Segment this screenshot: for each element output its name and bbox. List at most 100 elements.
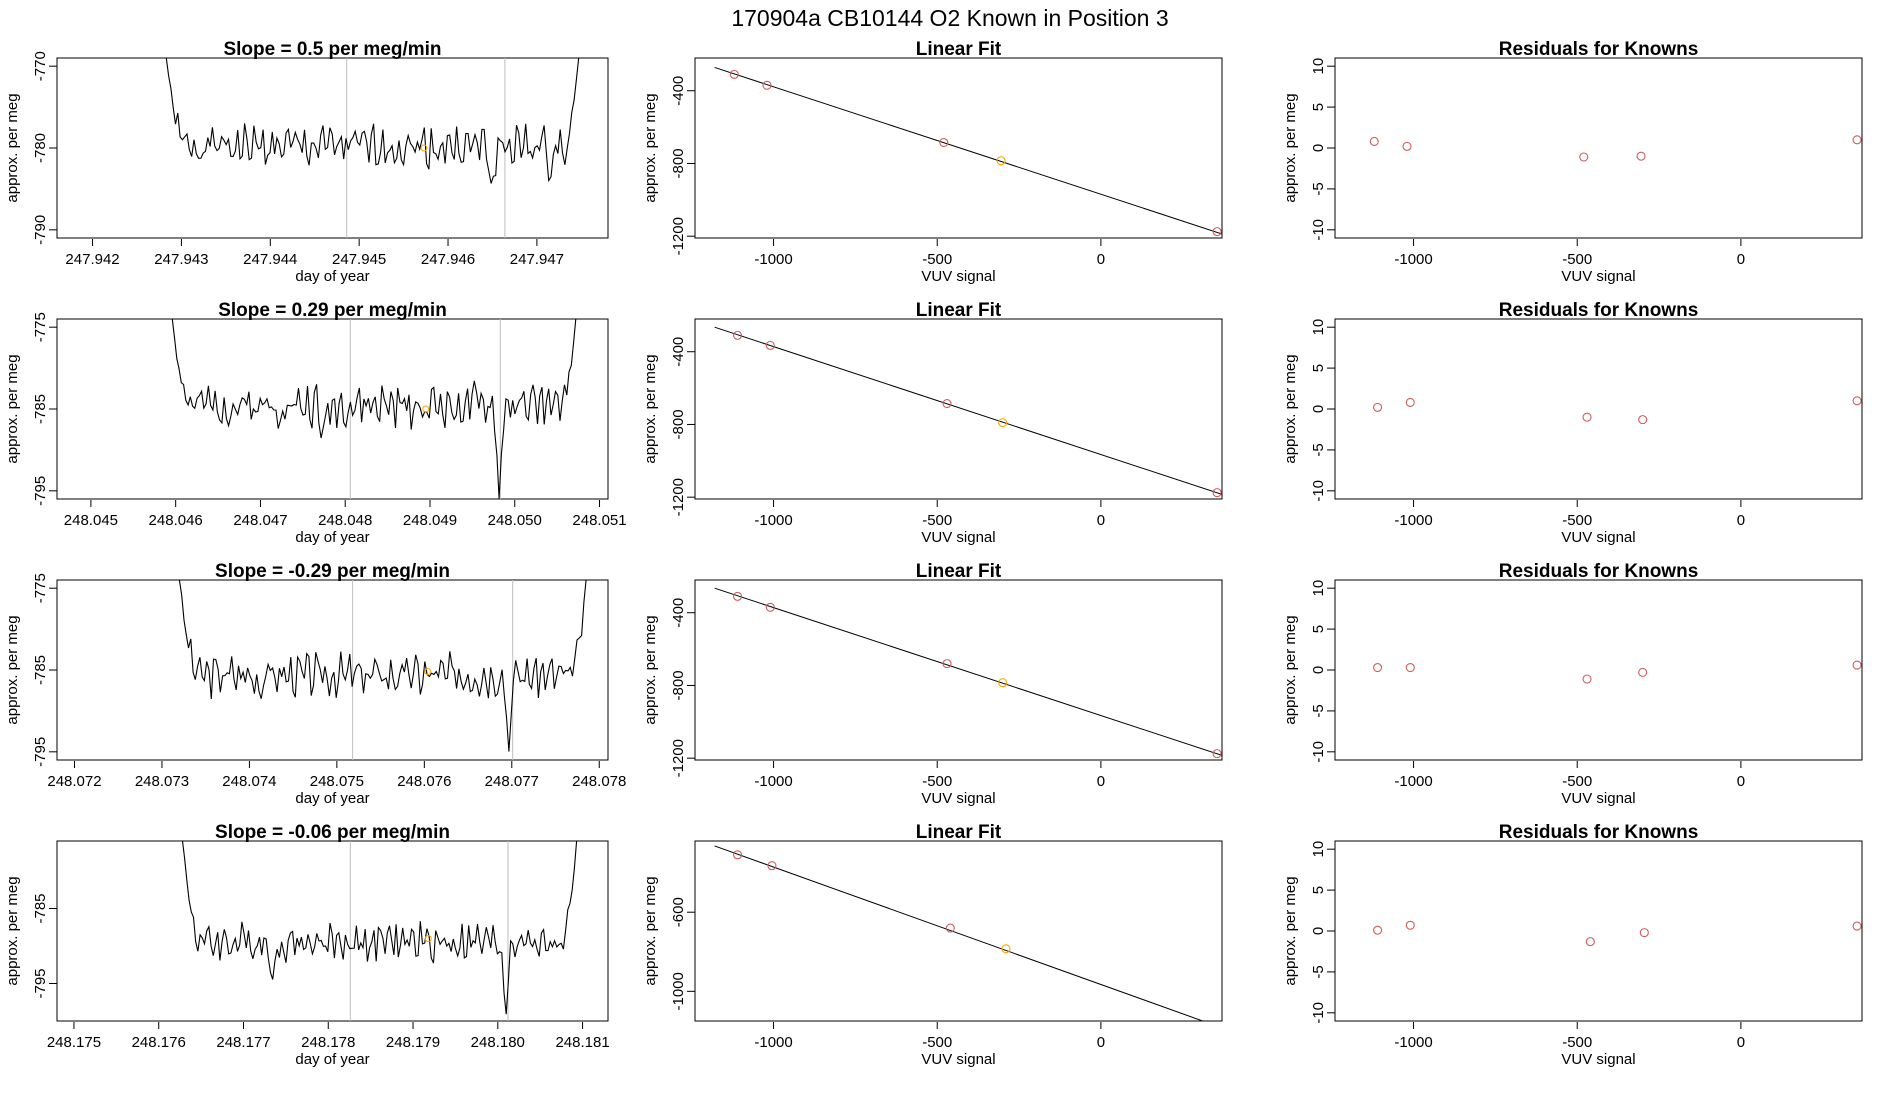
x-tick-label: 0 <box>1097 251 1105 268</box>
plot-frame <box>694 579 1223 761</box>
y-tick-label: -795 <box>32 476 49 506</box>
x-tick-label: 248.048 <box>318 512 372 529</box>
data-point <box>998 678 1008 688</box>
y-tick-label: -785 <box>32 893 49 923</box>
data-point <box>1212 488 1222 498</box>
x-tick-label: 248.051 <box>572 512 626 529</box>
panel-title: Residuals for Knowns <box>1499 300 1699 321</box>
data-point <box>762 80 772 90</box>
data-point <box>1852 921 1862 931</box>
x-axis-label: VUV signal <box>1561 790 1635 807</box>
panel-title: Linear Fit <box>916 300 1002 321</box>
panel-title: Linear Fit <box>916 561 1002 582</box>
y-tick-label: -780 <box>32 133 49 163</box>
data-point <box>1582 674 1592 684</box>
data-point <box>733 591 743 601</box>
data-point <box>1639 928 1649 938</box>
x-axis-label: VUV signal <box>1561 1051 1635 1068</box>
y-tick-label: -775 <box>32 312 49 342</box>
x-tick-label: 247.946 <box>421 251 475 268</box>
y-tick-label: -5 <box>1310 443 1327 456</box>
plot-area <box>714 587 1222 759</box>
y-tick-label: 10 <box>1310 580 1327 597</box>
data-point <box>1585 937 1595 947</box>
fit-line <box>714 326 1222 495</box>
x-tick-label: -500 <box>922 1034 952 1051</box>
y-axis-label: approx. per meg <box>1282 354 1299 463</box>
y-axis-label: approx. per meg <box>4 615 21 724</box>
y-tick-label: -795 <box>32 968 49 998</box>
y-tick-label: -800 <box>670 409 687 439</box>
y-axis-label: approx. per meg <box>642 93 659 202</box>
x-tick-label: 248.072 <box>47 773 101 790</box>
data-point <box>1852 135 1862 145</box>
panel-1-0: Slope = 0.29 per meg/min 248.045 248.046 24… <box>4 300 627 546</box>
data-point <box>1405 397 1415 408</box>
figure-title: 170904a CB10144 O2 Known in Position 3 <box>731 5 1168 31</box>
y-tick-label: -5 <box>1310 704 1327 717</box>
data-point <box>1373 925 1383 935</box>
y-tick-label: 10 <box>1310 58 1327 75</box>
y-tick-label: -1200 <box>670 217 687 255</box>
y-tick-label: 5 <box>1310 886 1327 894</box>
series-line <box>178 580 587 752</box>
data-point <box>945 923 955 933</box>
x-tick-label: 248.047 <box>233 512 287 529</box>
y-tick-label: -10 <box>1310 219 1327 241</box>
y-axis-label: approx. per meg <box>4 876 21 985</box>
x-axis-label: day of year <box>295 268 369 285</box>
y-tick-label: -600 <box>670 897 687 927</box>
data-point <box>765 602 775 612</box>
x-tick-label: 248.050 <box>488 512 542 529</box>
y-tick-label: 0 <box>1310 927 1327 935</box>
panel-0-0: Slope = 0.5 per meg/min 247.942 247.943 247… <box>4 39 609 285</box>
panel-1-1: Linear Fit -1000 -500 0 -1200 -800 -400 VUV sig… <box>642 300 1223 546</box>
panel-0-2: Residuals for Knowns -1000 -500 0 -10 -5 0 5 10 V… <box>1282 39 1863 285</box>
plot-area <box>1373 660 1862 684</box>
panel-2-2: Residuals for Knowns -1000 -500 0 -10 -5 0 5 10 V… <box>1282 561 1863 807</box>
data-point <box>733 330 743 340</box>
fit-line <box>714 66 1222 235</box>
data-point <box>942 398 952 409</box>
y-tick-label: 5 <box>1310 103 1327 111</box>
y-tick-label: -775 <box>32 573 49 603</box>
y-axis-label: approx. per meg <box>1282 615 1299 724</box>
data-point <box>1402 141 1412 151</box>
plot-area <box>171 319 577 499</box>
series-line <box>165 58 580 184</box>
y-tick-label: -400 <box>670 598 687 628</box>
plot-frame <box>694 318 1223 500</box>
panel-title: Linear Fit <box>916 39 1002 60</box>
panel-title: Residuals for Knowns <box>1499 39 1699 60</box>
panel-2-1: Linear Fit -1000 -500 0 -1200 -800 -400 VUV sig… <box>642 561 1223 807</box>
x-tick-label: 248.076 <box>397 773 451 790</box>
data-point <box>1405 920 1415 930</box>
y-tick-label: -10 <box>1310 480 1327 502</box>
y-tick-label: -785 <box>32 655 49 685</box>
y-tick-label: -800 <box>670 148 687 178</box>
x-tick-label: 0 <box>1097 773 1105 790</box>
y-tick-label: -400 <box>670 337 687 367</box>
plot-frame <box>56 57 609 239</box>
plot-area <box>165 58 580 238</box>
panel-title: Linear Fit <box>916 822 1002 843</box>
x-tick-label: 247.942 <box>65 251 119 268</box>
series-line <box>181 841 578 1015</box>
highlight-point <box>422 405 430 413</box>
data-point <box>1638 415 1648 425</box>
x-axis-label: VUV signal <box>1561 268 1635 285</box>
x-tick-label: 0 <box>1737 773 1745 790</box>
y-tick-label: -800 <box>670 670 687 700</box>
x-tick-label: -1000 <box>754 512 792 529</box>
x-tick-label: -1000 <box>1394 251 1432 268</box>
plot-area <box>1369 135 1862 162</box>
data-point <box>1369 136 1379 147</box>
y-axis-label: approx. per meg <box>4 354 21 463</box>
y-tick-label: 0 <box>1310 144 1327 152</box>
x-axis-label: VUV signal <box>921 790 995 807</box>
x-tick-label: 248.179 <box>386 1034 440 1051</box>
series-line <box>171 319 577 499</box>
x-axis-label: VUV signal <box>1561 529 1635 546</box>
